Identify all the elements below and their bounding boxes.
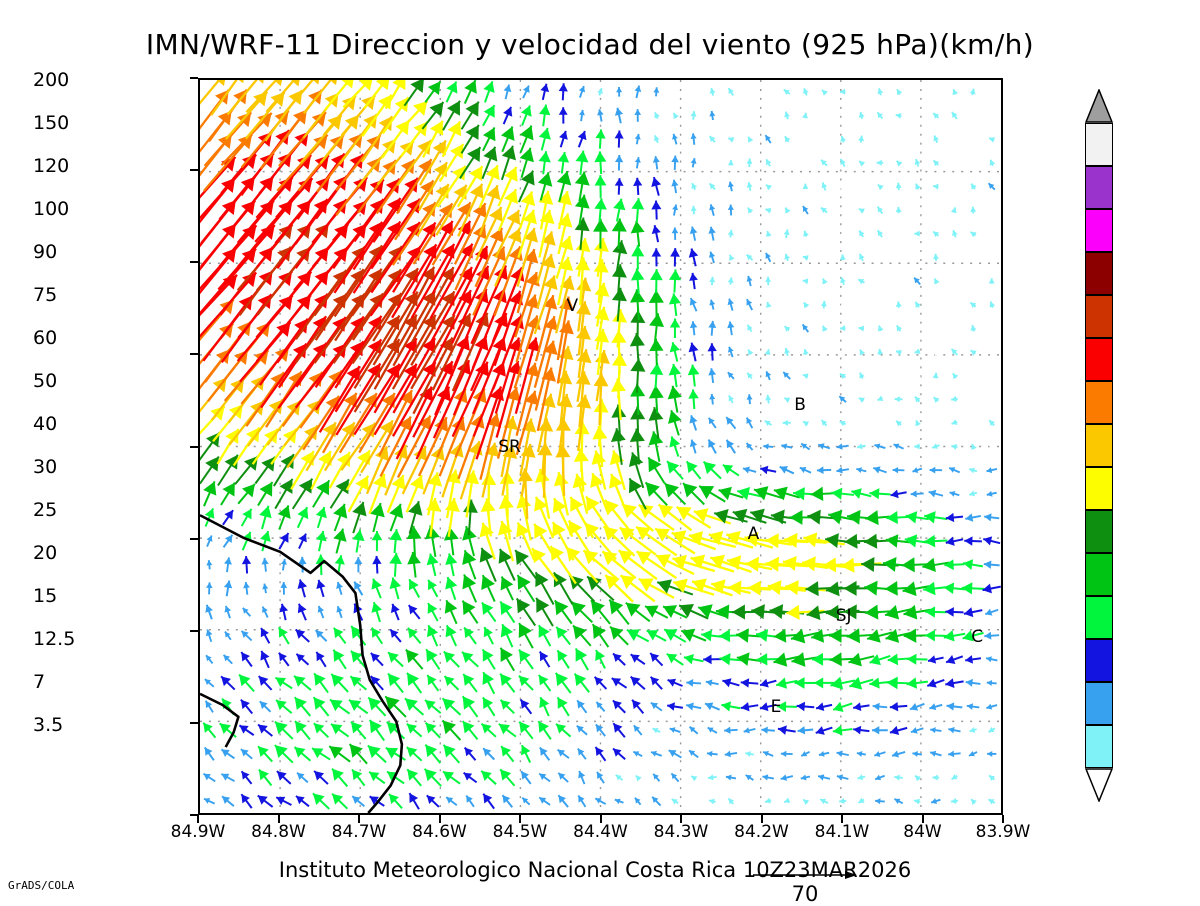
x-axis-tick-label: 84.1W — [815, 822, 870, 842]
colorbar-segment — [1085, 682, 1113, 725]
colorbar-segment — [1085, 553, 1113, 596]
colorbar-tick-label: 120 — [33, 155, 69, 177]
x-axis-tick — [197, 815, 199, 823]
x-axis-tick — [841, 815, 843, 823]
y-axis-tick — [190, 722, 198, 724]
x-axis-tick-label: 84.8W — [251, 822, 306, 842]
wind-vector-plot — [198, 78, 1003, 815]
y-axis-tick — [190, 446, 198, 448]
reference-vector-label: 70 — [745, 882, 865, 906]
city-label-v: V — [566, 296, 578, 316]
colorbar-tick-label: 7 — [33, 671, 45, 693]
colorbar-segment — [1085, 639, 1113, 682]
y-axis-tick — [190, 169, 198, 171]
grads-attribution: GrADS/COLA — [8, 879, 74, 892]
colorbar-tick-label: 25 — [33, 499, 57, 521]
colorbar-tick-label: 30 — [33, 456, 57, 478]
x-axis-tick — [761, 815, 763, 823]
page-title: IMN/WRF-11 Direccion y velocidad del vie… — [0, 28, 1180, 61]
x-axis-tick — [680, 815, 682, 823]
colorbar-tick-label: 3.5 — [33, 714, 63, 736]
y-axis-tick — [190, 77, 198, 79]
colorbar-tick-label: 200 — [33, 69, 69, 91]
y-axis-tick — [190, 353, 198, 355]
y-axis-tick — [190, 538, 198, 540]
city-label-sr: SR — [498, 437, 521, 457]
colorbar-over-cap — [1085, 89, 1113, 123]
colorbar-under-cap — [1085, 768, 1113, 802]
city-label-a: A — [748, 524, 760, 544]
x-axis-tick — [1002, 815, 1004, 823]
colorbar-tick-label: 15 — [33, 585, 57, 607]
city-label-c: C — [971, 627, 983, 647]
x-axis-tick — [519, 815, 521, 823]
colorbar-segment — [1085, 252, 1113, 295]
x-axis-tick-label: 84.6W — [412, 822, 467, 842]
coastline — [200, 80, 1001, 813]
x-axis-tick — [439, 815, 441, 823]
x-axis-tick — [358, 815, 360, 823]
x-axis-tick-label: 84.7W — [332, 822, 387, 842]
x-axis-tick-label: 84.3W — [654, 822, 709, 842]
x-axis-tick-label: 84.9W — [171, 822, 226, 842]
colorbar-segment — [1085, 725, 1113, 768]
footer-credit: Instituto Meteorologico Nacional Costa R… — [0, 858, 1190, 882]
colorbar-segment — [1085, 166, 1113, 209]
colorbar-tick-label: 150 — [33, 112, 69, 134]
x-axis-tick — [278, 815, 280, 823]
x-axis-tick-label: 84W — [903, 822, 941, 842]
city-label-e: E — [771, 697, 782, 717]
colorbar-segment — [1085, 424, 1113, 467]
colorbar-tick-label: 60 — [33, 327, 57, 349]
x-axis-tick — [922, 815, 924, 823]
y-axis-tick — [190, 261, 198, 263]
colorbar-tick-label: 12.5 — [33, 628, 75, 650]
colorbar-segment — [1085, 381, 1113, 424]
colorbar-segment — [1085, 209, 1113, 252]
x-axis-tick-label: 84.5W — [493, 822, 548, 842]
city-label-sj: SJ — [836, 606, 852, 626]
x-axis-tick-label: 83.9W — [976, 822, 1031, 842]
colorbar-segment — [1085, 467, 1113, 510]
colorbar-segment — [1085, 123, 1113, 166]
colorbar — [1085, 123, 1113, 768]
colorbar-tick-label: 50 — [33, 370, 57, 392]
colorbar-segment — [1085, 596, 1113, 639]
y-axis-tick — [190, 630, 198, 632]
colorbar-tick-label: 40 — [33, 413, 57, 435]
colorbar-tick-label: 100 — [33, 198, 69, 220]
city-label-b: B — [794, 395, 806, 415]
x-axis-tick-label: 84.2W — [734, 822, 789, 842]
colorbar-tick-label: 20 — [33, 542, 57, 564]
colorbar-segment — [1085, 338, 1113, 381]
x-axis-tick-label: 84.4W — [573, 822, 628, 842]
colorbar-segment — [1085, 295, 1113, 338]
colorbar-tick-label: 75 — [33, 284, 57, 306]
colorbar-tick-label: 90 — [33, 241, 57, 263]
x-axis-tick — [600, 815, 602, 823]
colorbar-segment — [1085, 510, 1113, 553]
